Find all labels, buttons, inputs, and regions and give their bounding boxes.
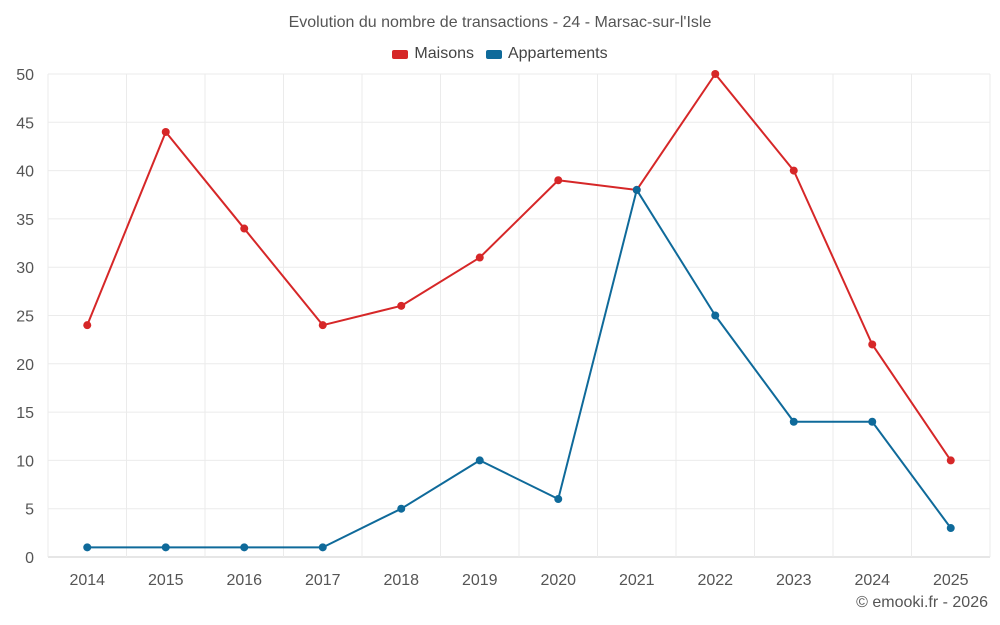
point-appartements-2015 — [161, 543, 170, 552]
point-maisons-2017 — [318, 321, 327, 330]
x-tick-label-2024: 2024 — [854, 572, 890, 589]
x-tick-label-2020: 2020 — [540, 572, 576, 589]
y-tick-label-45: 45 — [16, 115, 34, 132]
legend-swatch-appartements — [485, 49, 502, 59]
legend-swatch-maisons — [392, 49, 409, 59]
x-tick-label-2023: 2023 — [776, 572, 812, 589]
y-tick-label-30: 30 — [16, 260, 34, 277]
x-tick-label-2021: 2021 — [619, 572, 655, 589]
y-tick-label-25: 25 — [16, 309, 34, 326]
legend-label-maisons: Maisons — [414, 45, 474, 62]
point-appartements-2023 — [789, 417, 798, 426]
credit-text: © emooki.fr - 2026 — [856, 594, 988, 611]
x-tick-label-2025: 2025 — [933, 572, 969, 589]
point-maisons-2019 — [475, 253, 484, 262]
point-maisons-2014 — [83, 321, 92, 330]
y-tick-label-50: 50 — [16, 67, 34, 84]
series-line-appartements — [87, 188, 952, 549]
chart-title: Evolution du nombre de transactions - 24… — [288, 14, 712, 31]
legend-item-appartements[interactable]: Appartements — [485, 45, 608, 63]
x-tick-label-2015: 2015 — [148, 572, 184, 589]
point-appartements-2024 — [868, 417, 877, 426]
point-appartements-2025 — [946, 524, 955, 533]
y-tick-label-5: 5 — [25, 502, 34, 519]
point-maisons-2023 — [789, 166, 798, 175]
point-maisons-2018 — [397, 301, 406, 310]
y-tick-label-40: 40 — [16, 164, 34, 181]
point-appartements-2021 — [632, 185, 641, 194]
x-tick-label-2017: 2017 — [305, 572, 341, 589]
y-tick-label-20: 20 — [16, 357, 34, 374]
x-tick-label-2019: 2019 — [462, 572, 498, 589]
legend-label-appartements: Appartements — [507, 45, 608, 62]
x-tick-label-2022: 2022 — [697, 572, 733, 589]
point-appartements-2014 — [83, 543, 92, 552]
y-tick-label-35: 35 — [16, 212, 34, 229]
legend-item-maisons[interactable]: Maisons — [392, 45, 474, 63]
point-maisons-2016 — [240, 224, 249, 233]
point-maisons-2025 — [946, 456, 955, 465]
point-maisons-2024 — [868, 340, 877, 349]
chart-legend: Maisons Appartements — [0, 45, 1000, 63]
x-tick-label-2016: 2016 — [226, 572, 262, 589]
y-tick-label-0: 0 — [25, 550, 34, 567]
point-appartements-2016 — [240, 543, 249, 552]
series-line-maisons — [86, 73, 952, 461]
y-tick-label-10: 10 — [16, 453, 34, 470]
y-tick-label-15: 15 — [16, 405, 34, 422]
point-maisons-2020 — [554, 176, 563, 185]
point-appartements-2020 — [554, 495, 563, 504]
point-appartements-2017 — [318, 543, 327, 552]
point-appartements-2019 — [475, 456, 484, 465]
x-tick-label-2018: 2018 — [383, 572, 419, 589]
point-appartements-2022 — [711, 311, 720, 320]
point-maisons-2022 — [711, 70, 720, 78]
x-tick-label-2014: 2014 — [69, 572, 105, 589]
point-maisons-2015 — [161, 127, 170, 136]
point-appartements-2018 — [397, 504, 406, 513]
